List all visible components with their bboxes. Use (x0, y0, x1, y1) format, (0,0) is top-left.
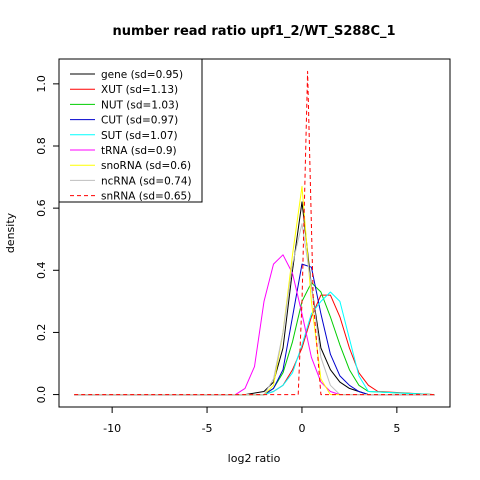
legend-label: CUT (sd=0.97) (101, 115, 178, 127)
series-line-9 (74, 70, 435, 396)
x-tick-label: -5 (202, 422, 213, 435)
legend: gene (sd=0.95) XUT (sd=1.13) NUT (sd=1.03)… (58, 58, 203, 203)
series-line-6 (74, 254, 435, 396)
y-axis-label: density (4, 212, 17, 253)
legend-label: snRNA (sd=0.65) (101, 191, 191, 203)
x-tick-label: 0 (298, 422, 305, 435)
x-axis-label: log2 ratio (228, 452, 281, 465)
x-tick-label: -10 (103, 422, 121, 435)
y-tick-label: 0.6 (35, 199, 48, 217)
y-tick-label: 0.0 (35, 386, 48, 404)
series-line-5 (74, 291, 435, 396)
legend-label: snoRNA (sd=0.6) (101, 160, 191, 172)
y-tick-label: 0.4 (35, 262, 48, 280)
y-tick-label: 1.0 (35, 75, 48, 93)
y-tick-label: 0.8 (35, 137, 48, 155)
plot-frame (58, 58, 451, 408)
legend-label: SUT (sd=1.07) (101, 130, 178, 142)
legend-label: gene (sd=0.95) (101, 69, 183, 81)
series-line-7 (74, 185, 435, 396)
series-line-4 (74, 263, 435, 396)
x-tick-label: 5 (393, 422, 400, 435)
y-tick-label: 0.2 (35, 324, 48, 342)
series-line-8 (74, 223, 435, 396)
x-axis: -10 -5 0 5 (103, 407, 400, 435)
legend-label: tRNA (sd=0.9) (101, 145, 177, 157)
legend-box (58, 58, 203, 203)
legend-label: ncRNA (sd=0.74) (101, 175, 192, 187)
chart-title: number read ratio upf1_2/WT_S288C_1 (112, 24, 395, 39)
legend-label: XUT (sd=1.13) (101, 84, 178, 96)
series-lines (74, 70, 435, 396)
y-axis: 0.0 0.2 0.4 0.6 0.8 1.0 (35, 75, 59, 403)
legend-label: NUT (sd=1.03) (101, 99, 179, 111)
